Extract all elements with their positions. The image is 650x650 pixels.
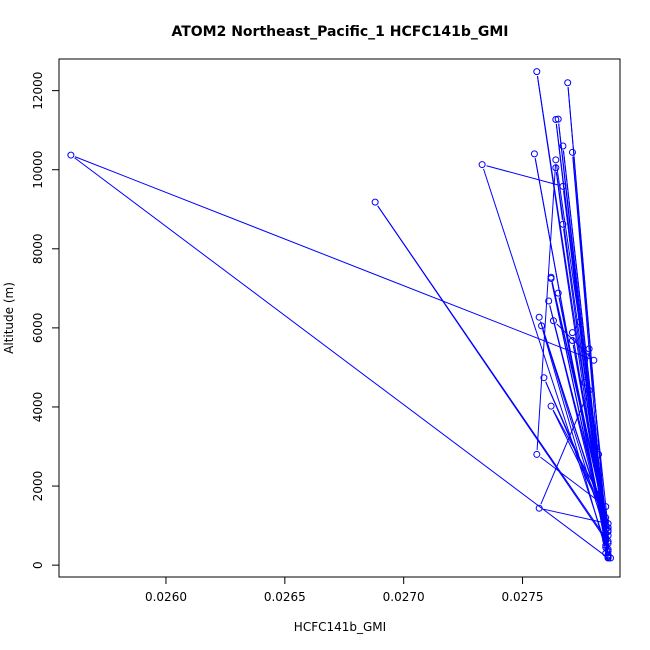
y-tick-label: 6000 xyxy=(31,313,45,344)
data-point xyxy=(604,554,612,562)
data-point xyxy=(538,322,546,330)
series-lines xyxy=(74,76,611,556)
series-segment xyxy=(536,164,557,450)
data-point xyxy=(568,148,576,156)
data-point xyxy=(564,79,572,87)
data-point xyxy=(602,503,610,511)
series-segment xyxy=(589,353,609,524)
data-point xyxy=(530,150,538,158)
series-segment xyxy=(74,156,590,360)
series-segment xyxy=(551,281,608,527)
x-tick-label: 0.0260 xyxy=(145,590,187,604)
data-point xyxy=(545,297,553,305)
y-axis-label: Altitude (m) xyxy=(2,282,16,354)
y-tick-label: 4000 xyxy=(31,392,45,423)
data-point xyxy=(478,161,486,169)
data-point xyxy=(576,318,584,326)
data-point xyxy=(595,450,603,458)
series-segment xyxy=(574,325,578,330)
series-segment xyxy=(543,508,604,524)
data-point xyxy=(552,164,560,172)
data-point xyxy=(552,115,560,123)
series-segment xyxy=(552,409,605,503)
data-point xyxy=(554,289,562,297)
data-point xyxy=(554,115,562,123)
series-segment xyxy=(584,353,589,379)
series-segment xyxy=(555,172,563,220)
x-tick-label: 0.0270 xyxy=(383,590,425,604)
series-segment xyxy=(483,168,605,542)
data-point xyxy=(559,142,567,150)
data-point xyxy=(371,198,379,206)
y-tick-label: 10000 xyxy=(31,151,45,189)
series-points xyxy=(67,68,614,562)
x-axis: 0.0260 0.0265 0.0270 0.0275 xyxy=(145,576,544,604)
series-segment xyxy=(540,394,588,505)
data-point xyxy=(559,182,567,190)
series-segment xyxy=(552,409,605,514)
chart-title: ATOM2 Northeast_Pacific_1 HCFC141b_GMI xyxy=(171,24,508,40)
y-tick-label: 8000 xyxy=(31,234,45,265)
data-point xyxy=(549,317,557,325)
data-point xyxy=(590,356,598,364)
data-point xyxy=(552,156,560,164)
series-segment xyxy=(540,456,603,505)
y-tick-label: 2000 xyxy=(31,471,45,502)
data-point xyxy=(602,537,610,545)
data-point xyxy=(568,329,576,337)
data-point xyxy=(559,220,567,228)
data-point xyxy=(67,151,75,159)
data-point xyxy=(580,378,588,386)
data-point xyxy=(535,504,543,512)
data-point xyxy=(604,526,612,534)
data-point xyxy=(602,514,610,522)
series-segment xyxy=(589,394,599,451)
data-point xyxy=(585,345,593,353)
data-point xyxy=(568,337,576,345)
series-segment xyxy=(486,165,559,186)
series-segment xyxy=(555,172,608,538)
data-point xyxy=(547,402,555,410)
data-point xyxy=(585,386,593,394)
data-point xyxy=(533,68,541,76)
data-point xyxy=(533,450,541,458)
x-tick-label: 0.0275 xyxy=(502,590,544,604)
y-tick-label: 12000 xyxy=(31,72,45,110)
x-tick-label: 0.0265 xyxy=(264,590,306,604)
series-segment xyxy=(377,205,606,538)
series-segment xyxy=(545,381,605,514)
data-point xyxy=(540,374,548,382)
data-point xyxy=(547,273,555,281)
data-point xyxy=(602,543,610,551)
data-point xyxy=(535,313,543,321)
y-axis: 0 2000 4000 6000 8000 10000 12000 xyxy=(31,72,60,569)
data-point xyxy=(604,520,612,528)
series-segment xyxy=(74,157,605,556)
series-segment xyxy=(542,330,608,554)
x-axis-label: HCFC141b_GMI xyxy=(294,620,386,634)
y-tick-label: 0 xyxy=(31,561,45,569)
